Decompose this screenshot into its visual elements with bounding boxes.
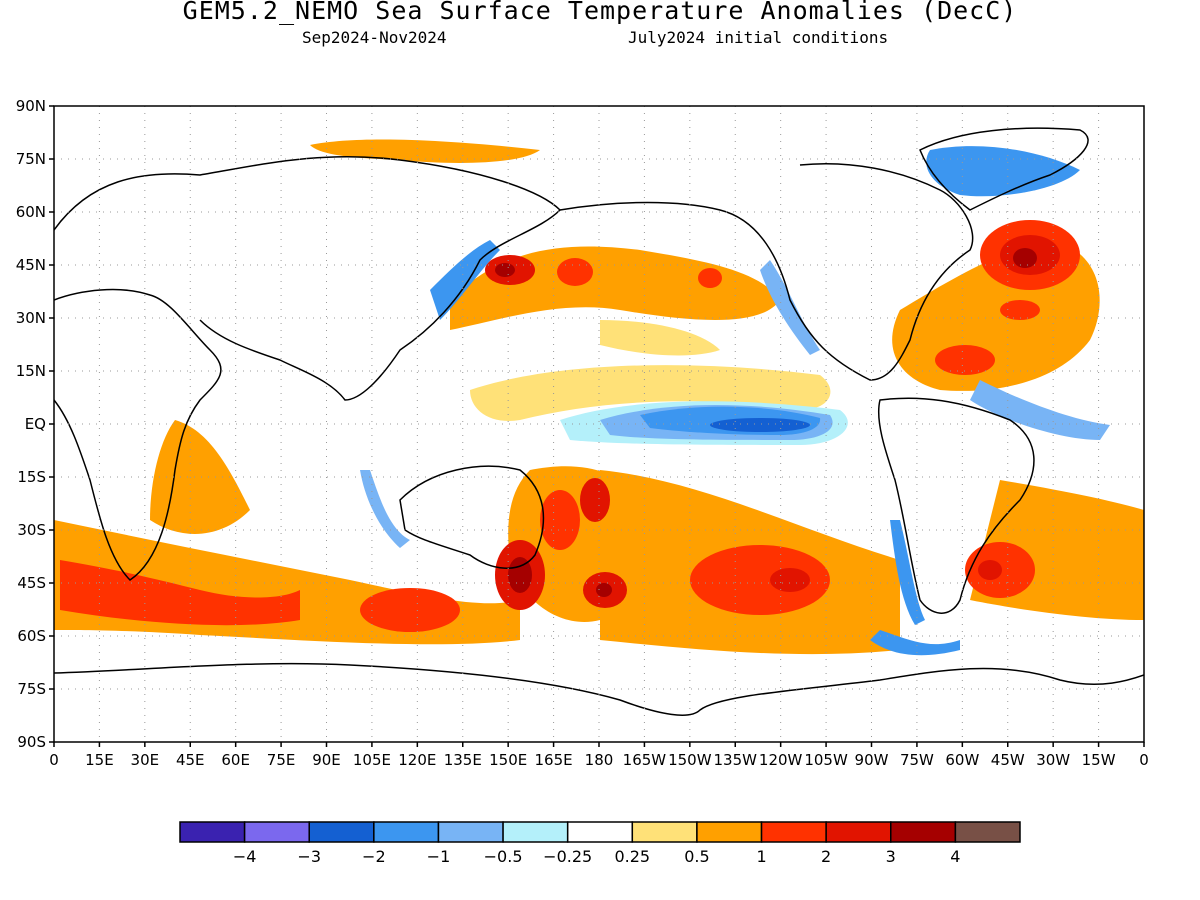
north-pacific-warm — [450, 246, 780, 356]
colorbar-label: 4 — [950, 847, 960, 866]
lon-label: 90E — [312, 751, 341, 769]
lat-label: 30S — [17, 521, 46, 539]
colorbar-label: 3 — [886, 847, 896, 866]
colorbar-label: −4 — [233, 847, 257, 866]
lon-label: 60E — [221, 751, 250, 769]
lat-label: 60N — [16, 203, 46, 221]
california-coast-cool — [760, 260, 820, 355]
colorbar-swatch — [179, 821, 246, 843]
lon-label: 120W — [759, 751, 803, 769]
lat-label: 30N — [16, 309, 46, 327]
lon-label: 120E — [398, 751, 436, 769]
colorbar-swatch — [243, 821, 310, 843]
lon-label: 0 — [1139, 751, 1149, 769]
colorbar — [179, 821, 1021, 843]
lon-label: 0 — [49, 751, 59, 769]
antarctica-outline — [54, 662, 1144, 716]
forecast-period: Sep2024-Nov2024 — [302, 28, 447, 47]
indian-ocean-warm — [150, 420, 250, 534]
colorbar-label: −0.25 — [543, 847, 592, 866]
lat-label: EQ — [25, 415, 46, 433]
east-equatorial-pacific-cool — [560, 401, 848, 445]
south-america-outline — [877, 397, 1035, 614]
lat-label: 90S — [17, 733, 46, 751]
lon-label: 45W — [991, 751, 1025, 769]
anomaly-field — [54, 139, 1144, 656]
colorbar-label: 1 — [756, 847, 766, 866]
lon-label: 90W — [855, 751, 889, 769]
latitude-labels: 90N 75N 60N 45N 30N 15N EQ 15S 30S 45S 60S 75S 90S — [16, 97, 54, 751]
lon-label: 150W — [668, 751, 712, 769]
colorbar-swatch — [760, 821, 827, 843]
colorbar-swatch — [890, 821, 957, 843]
lat-label: 75S — [17, 680, 46, 698]
north-america-outline — [559, 162, 974, 381]
lon-label: 135W — [714, 751, 758, 769]
lon-label: 180 — [585, 751, 614, 769]
lat-label: 75N — [16, 150, 46, 168]
lon-label: 150E — [489, 751, 527, 769]
lon-label: 165E — [535, 751, 573, 769]
southern-ocean-warm-band — [54, 470, 1144, 655]
colorbar-label: −3 — [297, 847, 321, 866]
lon-label: 30W — [1036, 751, 1070, 769]
lon-label: 75W — [900, 751, 934, 769]
lon-label: 15E — [85, 751, 114, 769]
lon-label: 30E — [131, 751, 160, 769]
lat-label: 15S — [17, 468, 46, 486]
australia-outline — [399, 465, 545, 569]
colorbar-label: −0.5 — [484, 847, 523, 866]
map-title: GEM5.2_NEMO Sea Surface Temperature Anom… — [182, 0, 1018, 25]
lon-label: 15W — [1082, 751, 1116, 769]
longitude-labels: 0 15E 30E 45E 60E 75E 90E 105E 120E 135E 150E 165E 1… — [49, 742, 1149, 769]
lat-label: 60S — [17, 627, 46, 645]
coastlines — [54, 127, 1144, 716]
kuroshio-cool — [430, 240, 500, 320]
colorbar-swatch — [954, 821, 1021, 843]
lat-label: 45N — [16, 256, 46, 274]
lon-label: 105E — [353, 751, 391, 769]
north-atlantic-warm — [892, 220, 1100, 391]
colorbar-swatch — [696, 821, 763, 843]
grid-lines — [54, 106, 1144, 742]
colorbar-label: −2 — [362, 847, 386, 866]
lon-label: 75E — [267, 751, 296, 769]
initial-conditions: July2024 initial conditions — [628, 28, 889, 47]
lat-label: 90N — [16, 97, 46, 115]
africa-outline — [54, 288, 222, 581]
lon-label: 45E — [176, 751, 205, 769]
tropical-atlantic-cool — [970, 380, 1110, 440]
lon-label: 105W — [804, 751, 848, 769]
drake-passage-cool — [870, 630, 960, 656]
colorbar-label: 0.5 — [684, 847, 709, 866]
greenland-outline — [919, 127, 1089, 211]
west-australia-cool — [360, 470, 410, 548]
lon-label: 165W — [623, 751, 667, 769]
colorbar-swatch — [308, 821, 375, 843]
colorbar-swatch — [373, 821, 440, 843]
colorbar-swatch — [566, 821, 634, 843]
colorbar-labels: −4 −3 −2 −1 −0.5 −0.25 0.25 0.5 1 2 3 4 — [233, 847, 961, 866]
colorbar-swatch — [631, 821, 698, 843]
colorbar-swatch — [825, 821, 892, 843]
colorbar-label: 0.25 — [614, 847, 650, 866]
colorbar-swatch — [437, 821, 504, 843]
lon-label: 60W — [945, 751, 979, 769]
colorbar-swatch — [502, 821, 569, 843]
tropical-pacific-light-warm — [470, 365, 831, 421]
colorbar-label: 2 — [821, 847, 831, 866]
eurasia-outline — [54, 156, 562, 401]
south-america-west-cool — [890, 520, 925, 625]
lon-label: 135E — [444, 751, 482, 769]
lat-label: 15N — [16, 362, 46, 380]
colorbar-label: −1 — [427, 847, 451, 866]
lat-label: 45S — [17, 574, 46, 592]
